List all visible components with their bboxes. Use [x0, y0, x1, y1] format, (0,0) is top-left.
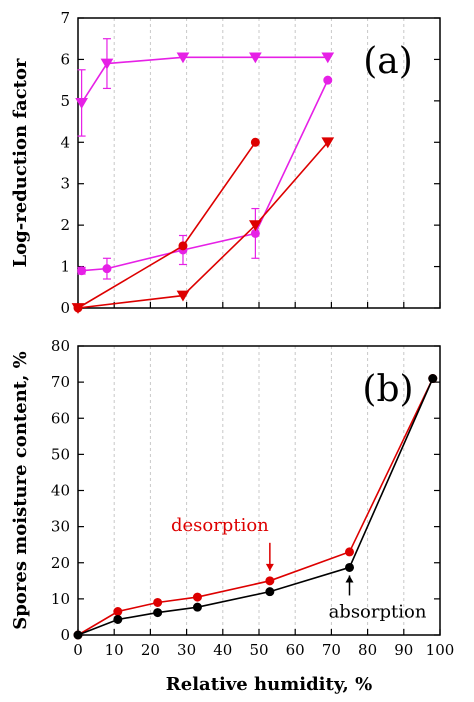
data-point	[265, 576, 275, 586]
annotation-text: desorption	[171, 515, 269, 536]
x-tick-label: 20	[141, 641, 160, 659]
y-axis-label: Spores moisture content, %	[10, 351, 31, 629]
x-tick-label: 10	[105, 641, 124, 659]
y-axis-label: Log-reduction factor	[10, 58, 31, 267]
data-point	[321, 52, 335, 64]
series-line	[77, 141, 329, 309]
panel-label: (a)	[363, 41, 413, 82]
x-tick-label: 50	[249, 641, 268, 659]
data-point	[249, 220, 262, 232]
series-line	[77, 378, 434, 636]
y-tick-label: 30	[51, 518, 70, 536]
data-point	[153, 608, 163, 618]
arrow-head	[265, 563, 274, 571]
data-point	[153, 597, 163, 607]
x-tick-label: 80	[358, 641, 377, 659]
x-tick-label: 90	[394, 641, 413, 659]
y-tick-label: 50	[51, 445, 70, 463]
data-point	[345, 562, 354, 572]
data-point	[113, 607, 123, 617]
data-point	[321, 137, 335, 149]
y-tick-label: 6	[60, 50, 70, 68]
x-tick-label: 40	[213, 641, 232, 659]
panel-b: 0 10 20 30 40 50 60 70 80 0 10 20 30 40 50 60 70 80 90 100 S…	[10, 337, 454, 695]
y-tick-label: 20	[51, 554, 70, 572]
x-tick-label: 100	[426, 641, 455, 659]
series-line	[77, 141, 257, 309]
y-tick-label: 0	[60, 299, 70, 317]
data-point	[428, 374, 438, 384]
data-point	[73, 630, 83, 640]
y-tick-label: 2	[60, 216, 70, 234]
y-tick-label: 0	[60, 626, 70, 644]
data-point	[176, 52, 190, 64]
y-tick-label: 40	[51, 482, 70, 500]
y-tick-label: 10	[51, 590, 70, 608]
y-tick-label: 5	[60, 92, 70, 110]
y-tick-label: 60	[51, 409, 70, 427]
series-line	[80, 56, 328, 104]
panel-label: (b)	[362, 369, 413, 410]
y-tick-label: 80	[51, 337, 70, 355]
data-point	[192, 602, 202, 612]
data-point	[265, 587, 275, 597]
data-point	[249, 52, 262, 64]
data-point	[100, 58, 114, 70]
data-point	[75, 98, 88, 109]
y-tick-label: 7	[60, 9, 70, 27]
x-tick-label: 70	[322, 641, 341, 659]
x-tick-label: 60	[286, 641, 305, 659]
data-point	[192, 592, 202, 602]
annotation-text: absorption	[329, 601, 427, 622]
x-tick-label: 30	[177, 641, 196, 659]
data-point	[176, 290, 190, 302]
data-point	[250, 137, 260, 147]
y-tick-label: 3	[60, 175, 70, 193]
y-tick-label: 4	[60, 133, 70, 151]
arrow-head	[345, 575, 354, 583]
data-point	[178, 241, 188, 251]
series-line	[81, 79, 329, 272]
data-point	[113, 614, 123, 624]
data-point	[102, 264, 112, 274]
x-axis-label: Relative humidity, %	[166, 674, 372, 695]
y-tick-label: 1	[60, 258, 70, 276]
data-point	[77, 266, 87, 276]
data-point	[345, 547, 354, 557]
data-point	[323, 75, 333, 85]
y-tick-label: 70	[51, 373, 70, 391]
x-tick-label: 0	[73, 641, 83, 659]
series-line	[77, 378, 434, 636]
data-point	[71, 303, 85, 314]
panel-a: 0 1 2 3 4 5 6 7 Log-reduction factor (a)	[10, 9, 441, 317]
